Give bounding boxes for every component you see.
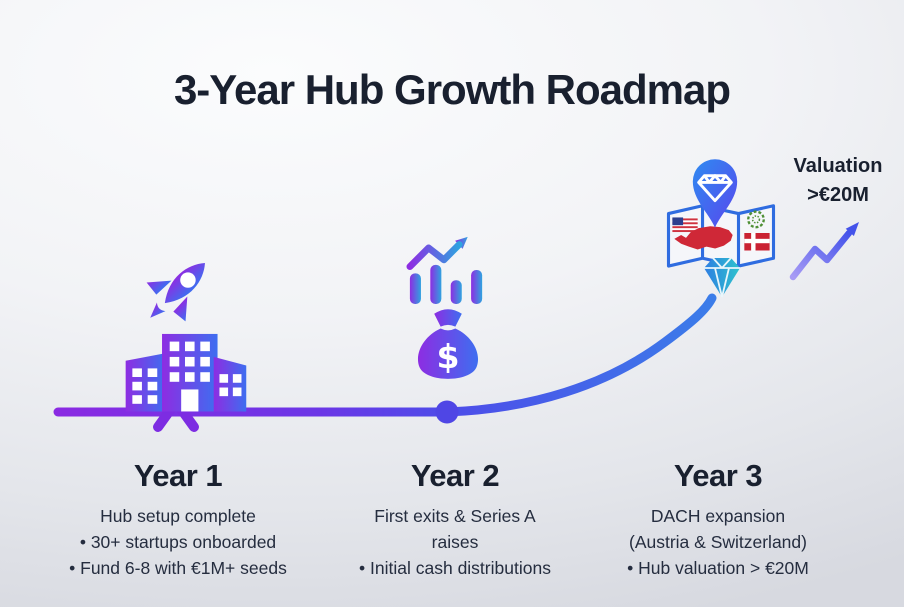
milestone-desc-line: • 30+ startups onboarded bbox=[79, 532, 277, 552]
milestone-desc-line: • Fund 6-8 with €1M+ seeds bbox=[69, 558, 287, 578]
milestone-desc-line: First exits & Series A bbox=[374, 506, 536, 526]
money-bag-icon: $ bbox=[417, 309, 479, 379]
milestone-desc-line: • Hub valuation > €20M bbox=[627, 558, 809, 578]
milestone-desc-line: • Initial cash distributions bbox=[359, 558, 551, 578]
rocket-icon bbox=[146, 263, 205, 322]
milestone-desc-line: Hub setup complete bbox=[100, 506, 256, 526]
milestone-year3: Year 3 DACH expansion (Austria & Switzer… bbox=[558, 458, 878, 581]
us-flag bbox=[672, 217, 698, 233]
milestone-label: Year 3 bbox=[673, 458, 763, 493]
map-icon bbox=[666, 204, 776, 268]
building-windows bbox=[132, 341, 242, 412]
trend-arrow-icon bbox=[789, 222, 859, 281]
pin-gem-outline bbox=[697, 174, 733, 203]
milestone-desc-line: DACH expansion bbox=[650, 506, 786, 526]
milestone-year2: Year 2 First exits & Series A raises • I… bbox=[295, 458, 615, 581]
valuation-annotation: Valuation >€20M bbox=[772, 152, 904, 210]
timeline-path bbox=[53, 293, 717, 417]
dollar-symbol: $ bbox=[436, 337, 459, 376]
buildings-icon bbox=[125, 333, 247, 412]
milestone-desc-line: (Austria & Switzerland) bbox=[629, 532, 807, 552]
growth-chart-icon bbox=[406, 236, 483, 304]
map-pin-icon bbox=[692, 159, 738, 228]
austria-shape bbox=[674, 226, 733, 250]
denmark-flag bbox=[744, 233, 770, 251]
milestone-label: Year 2 bbox=[410, 458, 500, 493]
page-title: 3-Year Hub Growth Roadmap bbox=[173, 66, 731, 113]
valuation-line1: Valuation bbox=[793, 155, 883, 177]
gem-icon bbox=[704, 257, 740, 298]
milestone-desc-line: raises bbox=[431, 532, 479, 552]
valuation-line2: >€20M bbox=[807, 184, 869, 206]
milestone-year1: Year 1 Hub setup complete • 30+ startups… bbox=[18, 458, 338, 581]
dot-marker bbox=[435, 400, 459, 424]
milestone-label: Year 1 bbox=[133, 458, 223, 493]
